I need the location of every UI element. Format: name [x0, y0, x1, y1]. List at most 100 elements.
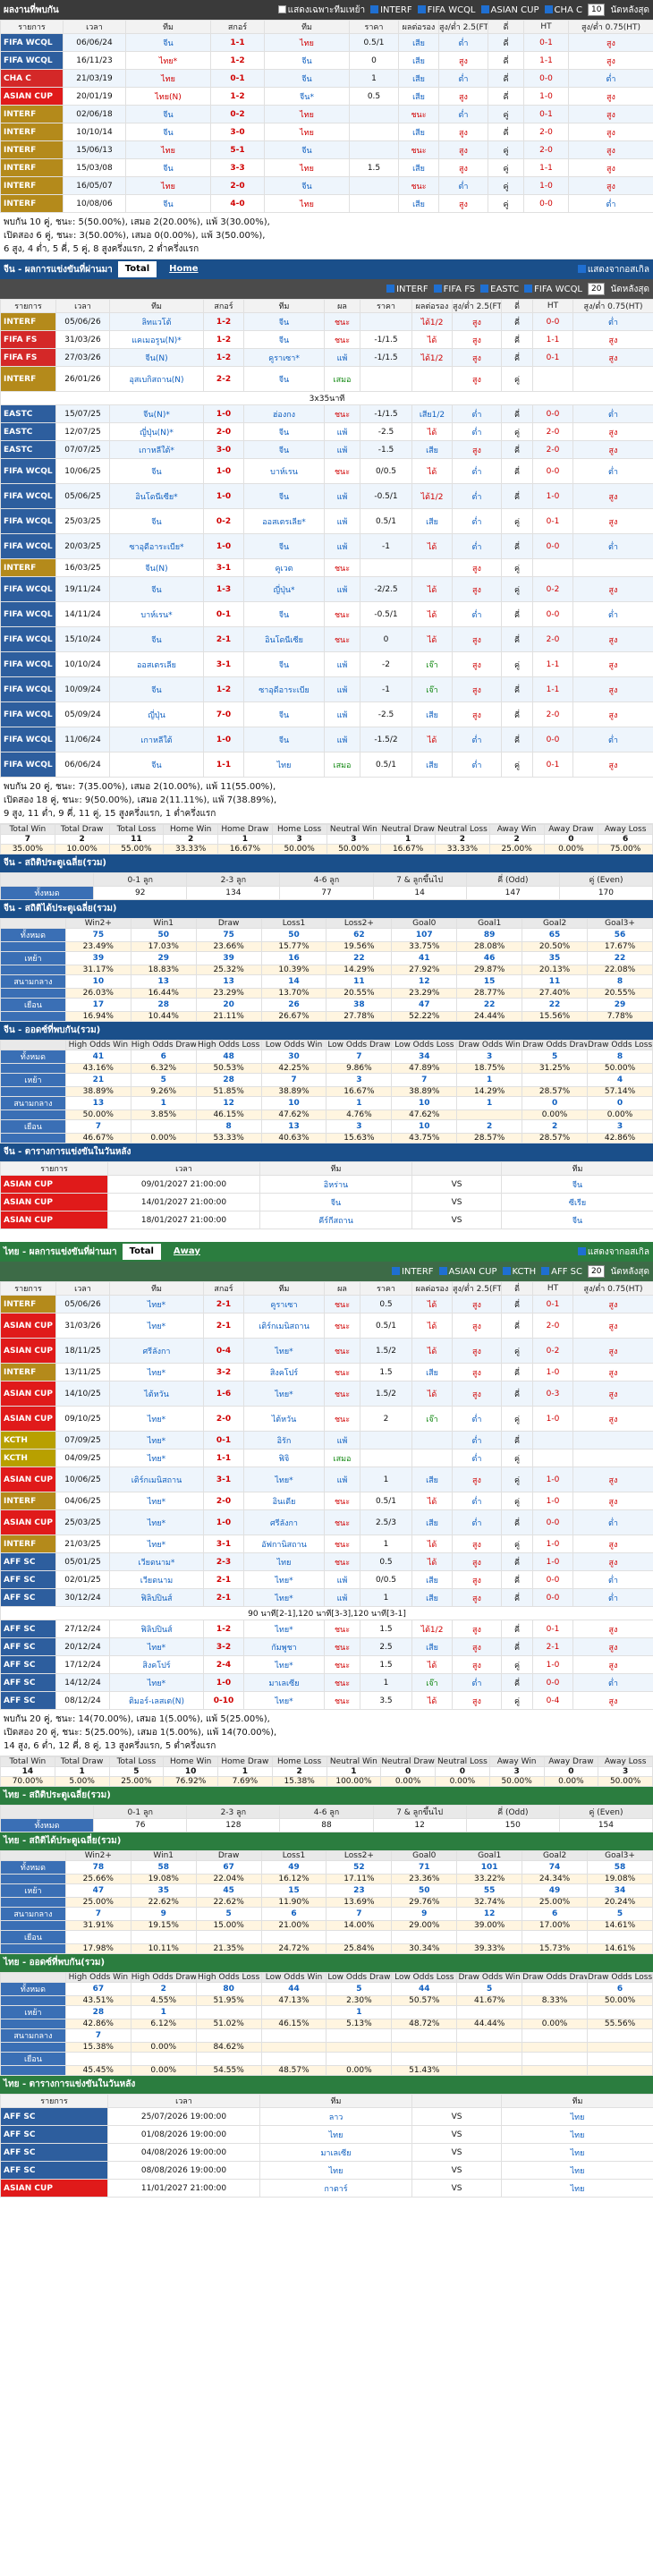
filter-fifa-wcql[interactable]: FIFA WCQL: [524, 285, 582, 294]
league-badge[interactable]: FIFA FS: [0, 330, 56, 349]
away-team[interactable]: จีน: [243, 440, 325, 459]
home-team[interactable]: ไทย*: [109, 1431, 204, 1450]
filter-eastc[interactable]: EASTC: [480, 285, 519, 294]
league-badge[interactable]: FIFA WCQL: [0, 508, 56, 534]
home-team[interactable]: ไทย: [125, 140, 211, 159]
score[interactable]: 0-1: [210, 69, 265, 88]
away-team[interactable]: จีน: [264, 140, 350, 159]
league-badge[interactable]: FIFA WCQL: [0, 51, 64, 70]
away-team[interactable]: ซีเรีย: [501, 1193, 653, 1211]
away-team[interactable]: จีน: [264, 69, 350, 88]
score[interactable]: 3-1: [203, 1535, 244, 1553]
home-team[interactable]: มาเลเซีย: [259, 2143, 412, 2162]
away-team[interactable]: จีน*: [264, 87, 350, 106]
home-team[interactable]: ลาว: [259, 2107, 412, 2126]
league-badge[interactable]: ASIAN CUP: [0, 1338, 56, 1364]
score[interactable]: 2-0: [210, 176, 265, 195]
tab-total[interactable]: Total: [122, 1244, 161, 1260]
home-team[interactable]: จีน: [125, 33, 211, 52]
away-team[interactable]: คูราเซา*: [243, 348, 325, 367]
home-team[interactable]: เกาหลีใต้: [109, 727, 204, 752]
score[interactable]: 1-0: [203, 483, 244, 509]
checkbox-icon[interactable]: [524, 285, 533, 293]
away-team[interactable]: ไต้หวัน: [243, 1406, 325, 1432]
away-team[interactable]: กัมพูชา: [243, 1637, 325, 1656]
score[interactable]: 3-1: [203, 651, 244, 677]
home-team[interactable]: ญี่ปุ่น(N)*: [109, 422, 204, 441]
score[interactable]: 1-0: [203, 1673, 244, 1692]
league-badge[interactable]: INTERF: [0, 312, 56, 331]
away-team[interactable]: คูราเซา: [243, 1295, 325, 1314]
home-team[interactable]: จีน: [109, 626, 204, 652]
score[interactable]: 2-2: [203, 366, 244, 392]
league-badge[interactable]: FIFA WCQL: [0, 651, 56, 677]
away-team[interactable]: ไทย*: [243, 1655, 325, 1674]
league-badge[interactable]: CHA C: [0, 69, 64, 88]
home-team[interactable]: อุสเบกิสถาน(N): [109, 366, 204, 392]
home-team[interactable]: ไทย*: [109, 1313, 204, 1339]
checkbox-icon[interactable]: [438, 1267, 447, 1275]
home-team[interactable]: จีน: [125, 123, 211, 141]
league-badge[interactable]: ASIAN CUP: [0, 1211, 108, 1229]
filter-fifa-fs[interactable]: FIFA FS: [433, 285, 475, 294]
league-badge[interactable]: INTERF: [0, 558, 56, 577]
league-badge[interactable]: AFF SC: [0, 1552, 56, 1571]
china-check[interactable]: แสดงจากอสเกิล: [577, 263, 649, 276]
home-team[interactable]: เติร์กเมนิสถาน: [109, 1467, 204, 1492]
home-team[interactable]: ไทย*: [109, 1535, 204, 1553]
league-badge[interactable]: AFF SC: [0, 2107, 108, 2126]
score[interactable]: 1-1: [203, 1449, 244, 1467]
score[interactable]: 2-1: [203, 626, 244, 652]
league-badge[interactable]: AFF SC: [0, 1637, 56, 1656]
checkbox-icon[interactable]: [433, 285, 442, 293]
score[interactable]: 1-2: [210, 51, 265, 70]
filter-interf[interactable]: INTERF: [386, 285, 428, 294]
score[interactable]: 1-2: [203, 1620, 244, 1638]
league-badge[interactable]: FIFA WCQL: [0, 676, 56, 702]
checkbox-icon[interactable]: [386, 285, 395, 293]
home-team[interactable]: ไทย*: [109, 1509, 204, 1535]
home-team[interactable]: ศรีลังกา: [109, 1338, 204, 1364]
away-team[interactable]: ออสเตรเลีย*: [243, 508, 325, 534]
home-team[interactable]: ไทย*: [109, 1406, 204, 1432]
away-team[interactable]: จีน: [243, 601, 325, 627]
league-badge[interactable]: EASTC: [0, 404, 56, 423]
away-team[interactable]: จีน: [264, 176, 350, 195]
home-team[interactable]: อินโดนีเซีย*: [109, 483, 204, 509]
away-team[interactable]: จีน: [243, 651, 325, 677]
score[interactable]: 1-2: [203, 312, 244, 331]
score[interactable]: 1-2: [210, 87, 265, 106]
home-team[interactable]: ติมอร์-เลสเต(N): [109, 1691, 204, 1710]
away-team[interactable]: ไทย*: [243, 1570, 325, 1589]
league-badge[interactable]: KCTH: [0, 1431, 56, 1450]
home-team[interactable]: จีน(N): [109, 558, 204, 577]
away-team[interactable]: มาเลเซีย: [243, 1673, 325, 1692]
score[interactable]: 3-0: [203, 440, 244, 459]
score[interactable]: 3-0: [210, 123, 265, 141]
away-team[interactable]: จีน: [243, 727, 325, 752]
away-team[interactable]: ไทย: [501, 2107, 653, 2126]
away-team[interactable]: จีน: [243, 312, 325, 331]
score[interactable]: 1-0: [203, 727, 244, 752]
checkbox-icon[interactable]: [502, 1267, 511, 1275]
league-badge[interactable]: FIFA WCQL: [0, 601, 56, 627]
away-team[interactable]: คูเวต: [243, 558, 325, 577]
home-team[interactable]: ฟิลิปปินส์: [109, 1588, 204, 1607]
home-team[interactable]: เวียดนาม: [109, 1570, 204, 1589]
checkbox-icon[interactable]: [417, 5, 426, 13]
league-badge[interactable]: ASIAN CUP: [0, 1193, 108, 1211]
score[interactable]: 1-3: [203, 576, 244, 602]
score[interactable]: 2-1: [203, 1570, 244, 1589]
home-team[interactable]: ลิทแวโต้: [109, 312, 204, 331]
away-team[interactable]: จีน: [243, 422, 325, 441]
home-team[interactable]: จีน: [109, 752, 204, 778]
home-team[interactable]: ไต้หวัน: [109, 1381, 204, 1407]
score[interactable]: 2-0: [203, 1492, 244, 1510]
away-team[interactable]: ไทย: [264, 123, 350, 141]
league-badge[interactable]: AFF SC: [0, 2143, 108, 2162]
filter-home-only[interactable]: แสดงเฉพาะทีมเหย้า: [277, 4, 365, 17]
league-badge[interactable]: AFF SC: [0, 1620, 56, 1638]
league-badge[interactable]: AFF SC: [0, 1588, 56, 1607]
league-badge[interactable]: INTERF: [0, 1295, 56, 1314]
league-badge[interactable]: FIFA WCQL: [0, 483, 56, 509]
